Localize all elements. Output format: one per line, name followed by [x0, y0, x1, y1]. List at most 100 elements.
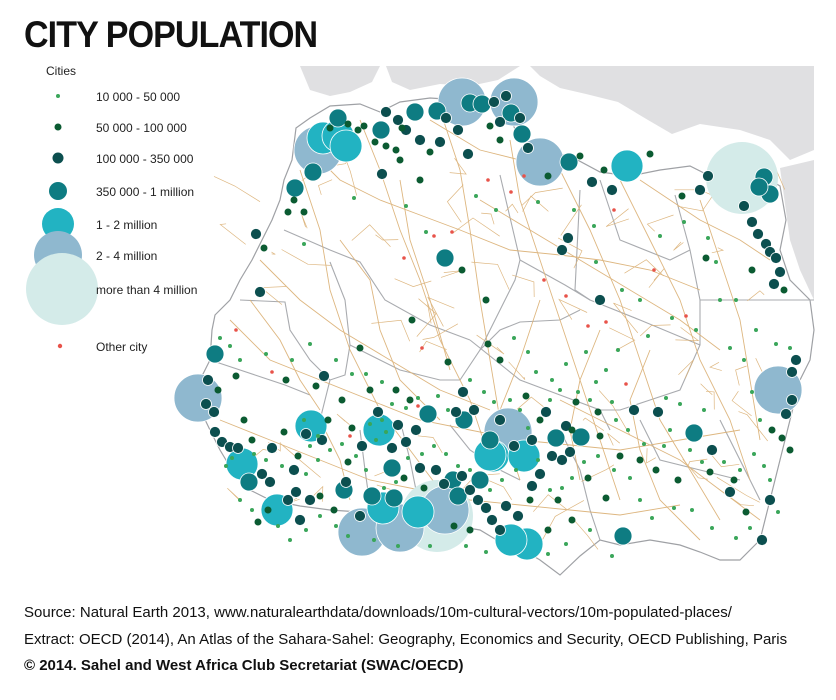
city-50k-100k [482, 296, 490, 304]
city-100k-350k [522, 142, 534, 154]
road [570, 516, 599, 550]
city-350k-1m [371, 120, 391, 140]
city-10k-50k [424, 230, 428, 234]
city-350k-1m [571, 427, 591, 447]
city-10k-50k [372, 538, 376, 542]
city-350k-1m [546, 428, 566, 448]
road [479, 199, 721, 351]
city-10k-50k [436, 394, 440, 398]
city-10k-50k [474, 194, 478, 198]
city-10k-50k [352, 196, 356, 200]
city-100k-350k [372, 406, 384, 418]
other-city [486, 178, 490, 182]
road [299, 139, 701, 291]
city-10k-50k [404, 204, 408, 208]
city-10k-50k [228, 344, 232, 348]
city-50k-100k [416, 176, 424, 184]
road [716, 477, 760, 503]
city-350k-1m [328, 108, 348, 128]
city-100k-350k [756, 534, 768, 546]
city-100k-350k [738, 200, 750, 212]
road [582, 417, 604, 431]
city-100k-350k [380, 106, 392, 118]
city-10k-50k [374, 438, 378, 442]
city-10k-50k [316, 434, 320, 438]
city-10k-50k [464, 544, 468, 548]
road [394, 278, 432, 287]
city-50k-100k [354, 126, 362, 134]
city-10k-50k [406, 456, 410, 460]
city-10k-50k [776, 510, 780, 514]
city-100k-350k [304, 494, 316, 506]
city-50k-100k [300, 208, 308, 216]
legend-symbol-100k-350k [52, 152, 64, 164]
road [452, 217, 500, 237]
city-350k-1m [749, 177, 769, 197]
city-50k-100k [602, 494, 610, 502]
other-city [684, 314, 688, 318]
road [731, 391, 752, 417]
city-10k-50k [694, 328, 698, 332]
other-city [432, 234, 436, 238]
city-50k-100k [778, 434, 786, 442]
city-10k-50k [230, 456, 234, 460]
city-10k-50k [748, 526, 752, 530]
legend-label-other-city: Other city [96, 340, 148, 354]
city-10k-50k [482, 390, 486, 394]
road [481, 212, 495, 225]
map-title: CITY POPULATION [24, 14, 318, 55]
city-10k-50k [762, 464, 766, 468]
city-10k-50k [582, 460, 586, 464]
city-10k-50k [328, 448, 332, 452]
city-10k-50k [280, 464, 284, 468]
city-100k-350k [512, 510, 524, 522]
city-10k-50k [468, 468, 472, 472]
city-50k-100k [232, 372, 240, 380]
city-50k-100k [254, 518, 262, 526]
road [422, 323, 459, 340]
city-100k-350k [450, 406, 462, 418]
road [677, 193, 715, 212]
city-100k-350k [546, 450, 558, 462]
road [499, 299, 541, 411]
city-100k-350k [786, 394, 798, 406]
legend-label-2m-4m: 2 - 4 million [96, 249, 158, 263]
city-100k-350k [434, 136, 446, 148]
city-100k-350k [780, 408, 792, 420]
city-50k-100k [594, 408, 602, 416]
city-50k-100k [316, 492, 324, 500]
city-350k-1m [470, 470, 490, 490]
road [508, 361, 526, 380]
city-10k-50k [250, 508, 254, 512]
city-50k-100k [544, 172, 552, 180]
city-10k-50k [672, 506, 676, 510]
city-100k-350k [768, 278, 780, 290]
city-10k-50k [526, 426, 530, 430]
city-350k-1m [512, 124, 532, 144]
city-50k-100k [326, 124, 334, 132]
city-50k-100k [344, 120, 352, 128]
city-10k-50k [734, 298, 738, 302]
city-50k-100k [426, 148, 434, 156]
city-50k-100k [466, 526, 474, 534]
city-10k-50k [572, 208, 576, 212]
road [699, 199, 761, 441]
road [345, 158, 358, 196]
city-10k-50k [404, 406, 408, 410]
city-50k-100k [214, 386, 222, 394]
road [646, 448, 656, 464]
city-50k-100k [348, 424, 356, 432]
city-10k-50k [484, 550, 488, 554]
city-10k-50k [616, 348, 620, 352]
city-10k-50k [594, 260, 598, 264]
city-100k-350k [540, 406, 552, 418]
city-50k-100k [344, 458, 352, 466]
city-100k-350k [440, 112, 452, 124]
legend-symbol-other-city [57, 343, 63, 349]
legend-symbol-10k-50k [56, 94, 60, 98]
city-50k-100k [522, 392, 530, 400]
city-50k-100k [636, 456, 644, 464]
city-50k-100k [496, 356, 504, 364]
city-50k-100k [398, 124, 406, 132]
city-10k-50k [334, 524, 338, 528]
